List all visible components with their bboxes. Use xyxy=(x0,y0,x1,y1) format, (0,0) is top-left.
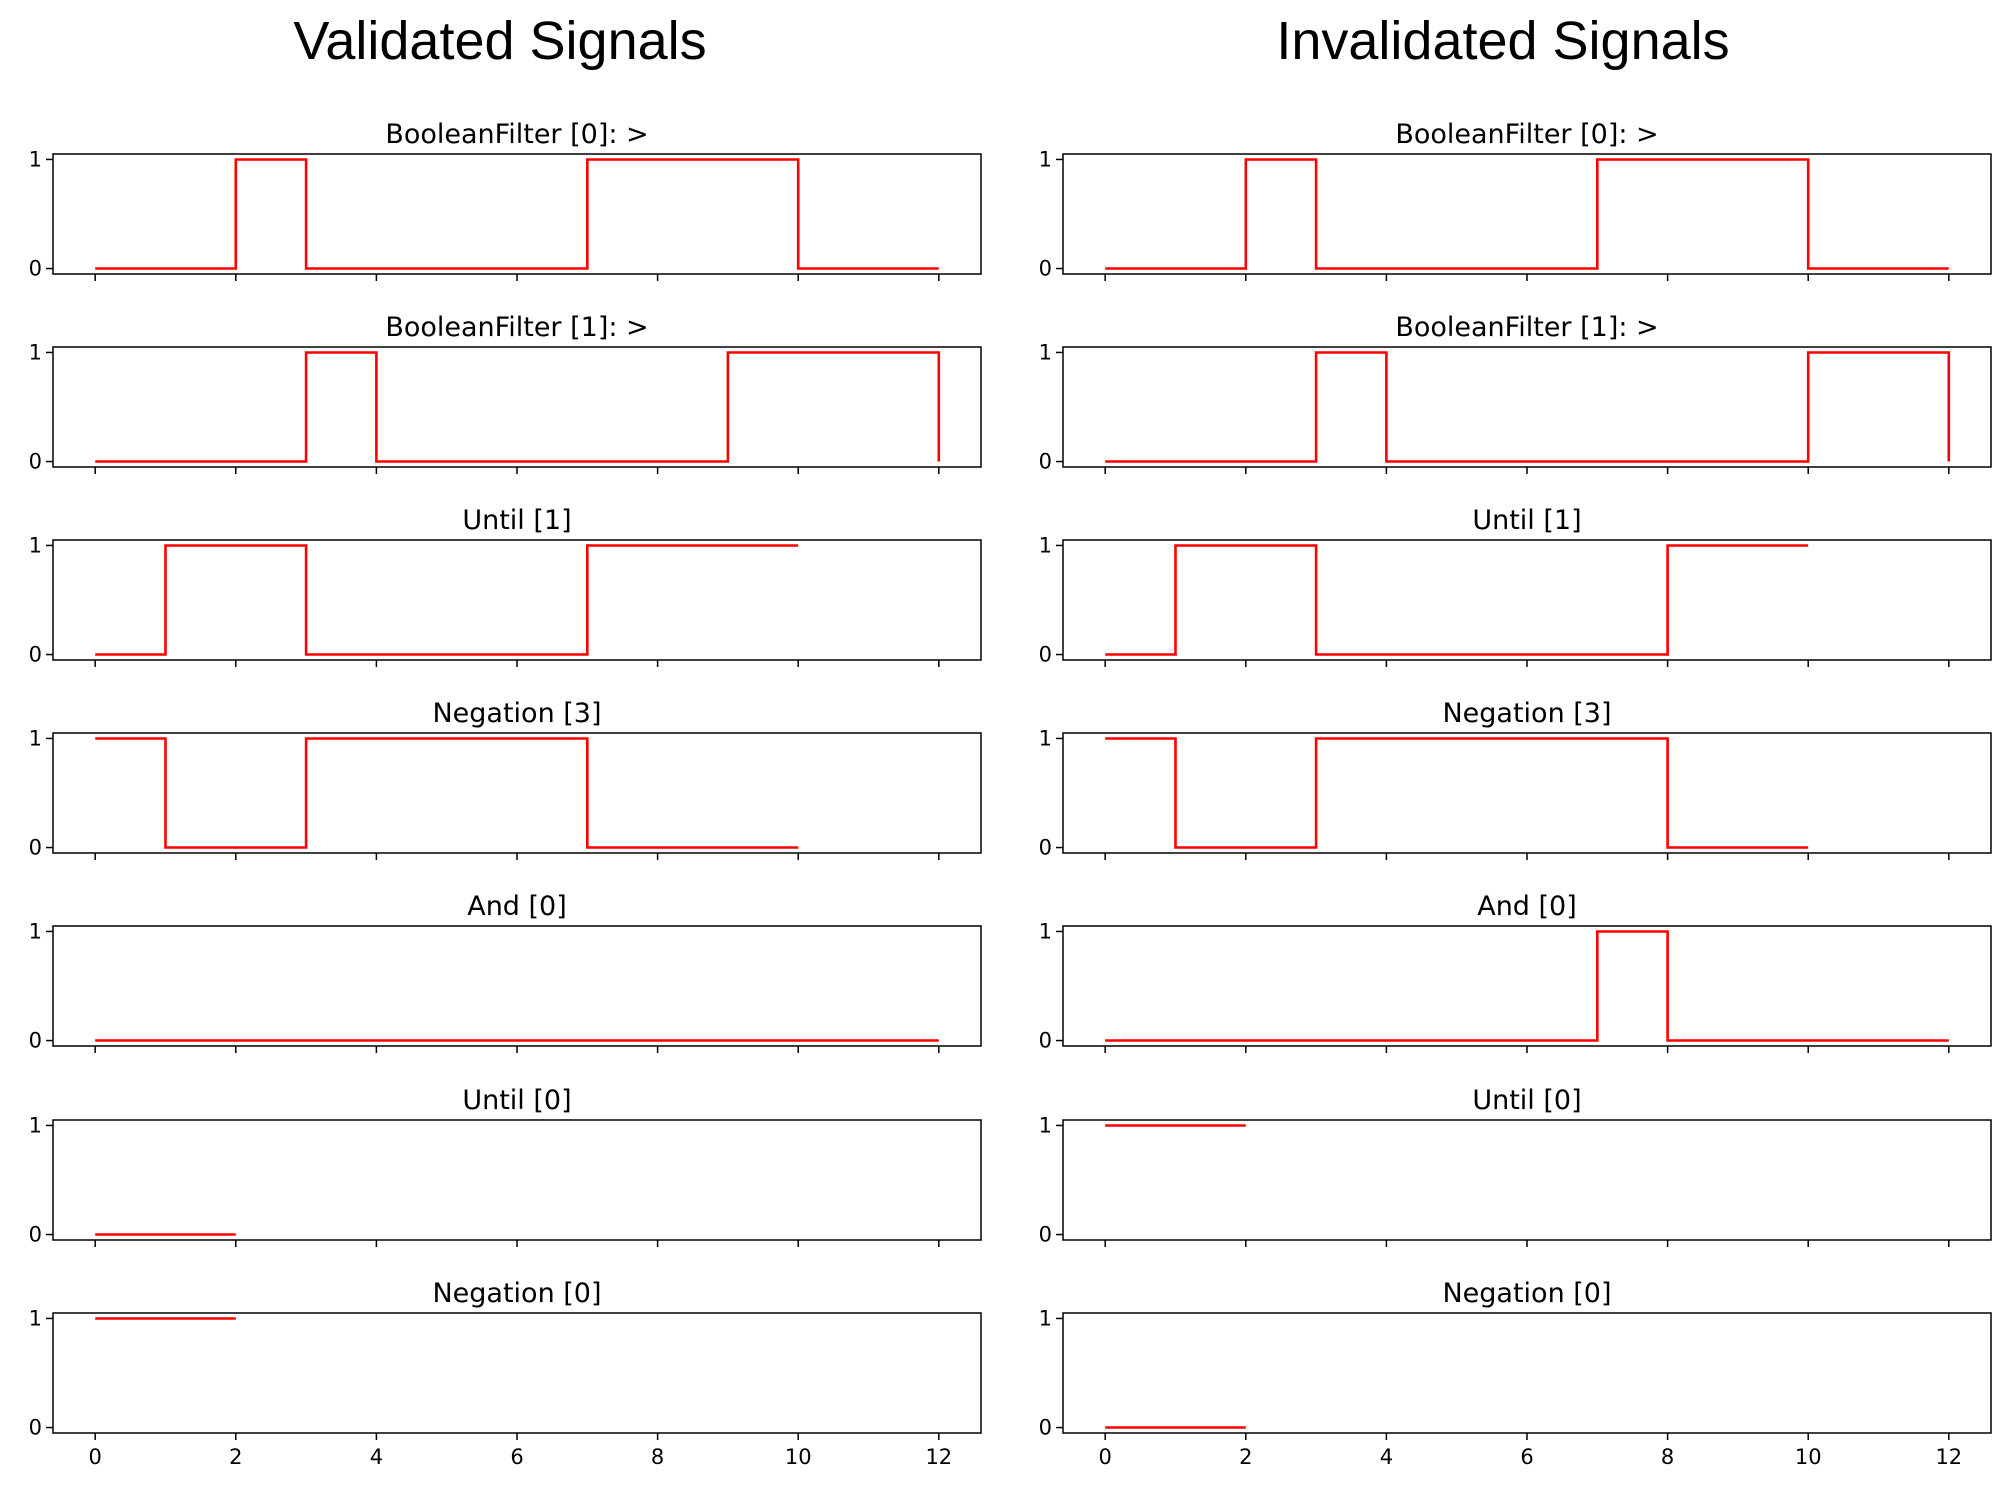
col0-panel0-ytick-label: 0 xyxy=(29,257,42,281)
col0-panel6-xtick-label: 10 xyxy=(785,1445,812,1469)
col1-panel5-axes-frame xyxy=(1062,1119,1992,1241)
col0-panel4-title: And [0] xyxy=(467,891,567,922)
col0-panel6-xtick-label: 8 xyxy=(651,1445,664,1469)
col1-panel6-title: Negation [0] xyxy=(1442,1278,1611,1309)
col0-panel1-ytick-label: 1 xyxy=(29,340,42,364)
col0-panel3-ytick-label: 0 xyxy=(29,836,42,860)
col0-panel2-ytick-label: 0 xyxy=(29,643,42,667)
col0-panel6-axes-frame xyxy=(52,1312,982,1434)
col1-panel4-title: And [0] xyxy=(1477,891,1577,922)
col0-panel1-signal-line xyxy=(95,351,941,463)
col0-panel6-ytick-label: 1 xyxy=(29,1306,42,1330)
col1-panel6-ytick-label: 0 xyxy=(1039,1416,1052,1440)
col0-panel5-axes-frame xyxy=(52,1119,982,1241)
col1-panel0-title: BooleanFilter [0]: > xyxy=(1395,119,1658,150)
col0-panel6-xtick-label: 2 xyxy=(229,1445,242,1469)
col1-panel2-ytick-label: 1 xyxy=(1039,533,1052,557)
col0-panel6-xtick-label: 0 xyxy=(88,1445,101,1469)
col1-panel6-xtick-label: 10 xyxy=(1795,1445,1822,1469)
col0-panel0-ytick-label: 1 xyxy=(29,147,42,171)
col1-panel6-axes-frame xyxy=(1062,1312,1992,1434)
col0-panel1-axes-frame xyxy=(52,346,982,468)
col1-panel0-signal-line xyxy=(1105,158,1949,270)
col1-panel4-ytick-label: 0 xyxy=(1039,1029,1052,1053)
col1-panel3-signal-line xyxy=(1105,737,1809,849)
col1-panel6-xtick-label: 0 xyxy=(1098,1445,1111,1469)
col1-panel0-ytick-label: 0 xyxy=(1039,257,1052,281)
col1-panel6-xtick-label: 8 xyxy=(1661,1445,1674,1469)
col1-panel6-xtick-label: 2 xyxy=(1239,1445,1252,1469)
col1-panel0-ytick-label: 1 xyxy=(1039,147,1052,171)
col0-panel3-axes-frame xyxy=(52,732,982,854)
col0-panel1-ytick-label: 0 xyxy=(29,450,42,474)
col1-panel5-title: Until [0] xyxy=(1472,1085,1581,1116)
col0-panel2-ytick-label: 1 xyxy=(29,533,42,557)
col0-panel6-xtick-label: 12 xyxy=(925,1445,952,1469)
col0-panel2-signal-line xyxy=(95,544,799,656)
col0-panel0-title: BooleanFilter [0]: > xyxy=(385,119,648,150)
col1-panel6-xtick-label: 12 xyxy=(1935,1445,1962,1469)
col0-panel6-xtick-label: 4 xyxy=(370,1445,383,1469)
col0-panel4-axes-frame xyxy=(52,925,982,1047)
col1-panel3-ytick-label: 0 xyxy=(1039,836,1052,860)
col0-panel4-ytick-label: 1 xyxy=(29,919,42,943)
col1-panel4-axes-frame xyxy=(1062,925,1992,1047)
col0-panel3-title: Negation [3] xyxy=(432,698,601,729)
col0-panel2-axes-frame xyxy=(52,539,982,661)
col0-panel6-title: Negation [0] xyxy=(432,1278,601,1309)
col1-panel3-axes-frame xyxy=(1062,732,1992,854)
col0-panel5-title: Until [0] xyxy=(462,1085,571,1116)
col0-panel6-ytick-label: 0 xyxy=(29,1416,42,1440)
col1-panel6-ytick-label: 1 xyxy=(1039,1306,1052,1330)
left-column-title: Validated Signals xyxy=(293,11,707,71)
col1-panel3-ytick-label: 1 xyxy=(1039,726,1052,750)
col0-panel4-ytick-label: 0 xyxy=(29,1029,42,1053)
col1-panel6-xtick-label: 4 xyxy=(1380,1445,1393,1469)
col1-panel2-ytick-label: 0 xyxy=(1039,643,1052,667)
col1-panel0-axes-frame xyxy=(1062,153,1992,275)
col0-panel2-title: Until [1] xyxy=(462,505,571,536)
col1-panel4-ytick-label: 1 xyxy=(1039,919,1052,943)
col0-panel3-ytick-label: 1 xyxy=(29,726,42,750)
col1-panel1-ytick-label: 0 xyxy=(1039,450,1052,474)
col0-panel1-title: BooleanFilter [1]: > xyxy=(385,312,648,343)
col0-panel0-axes-frame xyxy=(52,153,982,275)
col1-panel1-ytick-label: 1 xyxy=(1039,340,1052,364)
col1-panel2-title: Until [1] xyxy=(1472,505,1581,536)
col1-panel6-xtick-label: 6 xyxy=(1520,1445,1533,1469)
right-column-title: Invalidated Signals xyxy=(1276,11,1730,71)
col0-panel0-signal-line xyxy=(95,158,939,270)
col1-panel1-title: BooleanFilter [1]: > xyxy=(1395,312,1658,343)
col1-panel5-ytick-label: 0 xyxy=(1039,1223,1052,1247)
col1-panel5-ytick-label: 1 xyxy=(1039,1113,1052,1137)
col0-panel5-ytick-label: 1 xyxy=(29,1113,42,1137)
col1-panel4-signal-line xyxy=(1105,930,1949,1042)
col1-panel2-signal-line xyxy=(1105,544,1809,656)
col0-panel6-xtick-label: 6 xyxy=(510,1445,523,1469)
col0-panel3-signal-line xyxy=(95,737,799,849)
col1-panel1-axes-frame xyxy=(1062,346,1992,468)
col1-panel1-signal-line xyxy=(1105,351,1951,463)
col0-panel5-ytick-label: 0 xyxy=(29,1223,42,1247)
col1-panel2-axes-frame xyxy=(1062,539,1992,661)
col1-panel3-title: Negation [3] xyxy=(1442,698,1611,729)
